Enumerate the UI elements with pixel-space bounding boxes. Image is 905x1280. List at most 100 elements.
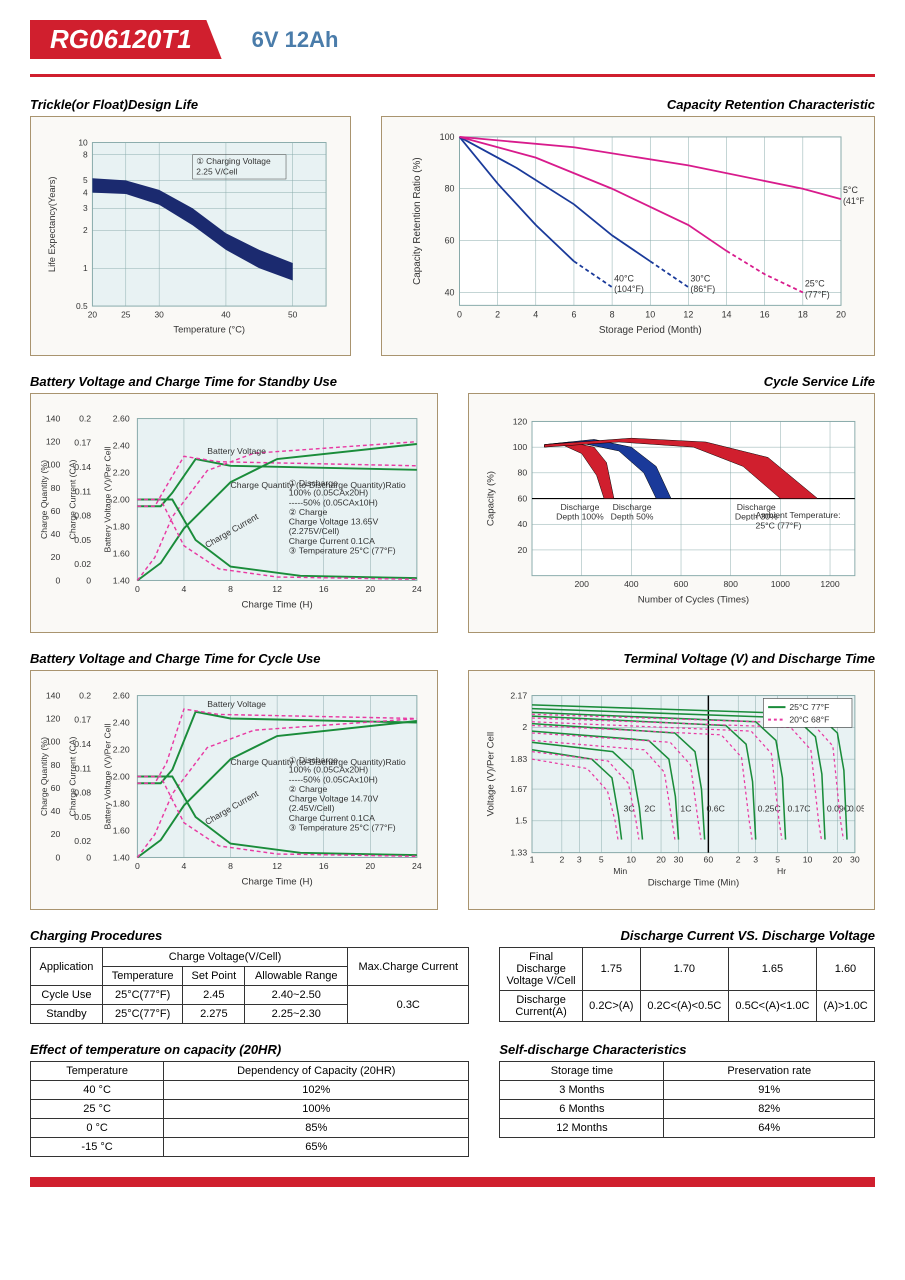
svg-text:③ Temperature 25°C (77°F): ③ Temperature 25°C (77°F) (289, 545, 396, 555)
svg-text:1.33: 1.33 (510, 848, 527, 858)
svg-text:Number of Cycles (Times): Number of Cycles (Times) (637, 595, 748, 606)
svg-text:30: 30 (673, 854, 683, 864)
svg-text:(104°F): (104°F) (614, 284, 644, 294)
svg-text:5°C: 5°C (843, 185, 859, 195)
svg-text:2: 2 (559, 854, 564, 864)
svg-text:1.40: 1.40 (113, 852, 130, 862)
svg-text:800: 800 (723, 579, 738, 589)
chart-title-cyclelife: Cycle Service Life (468, 374, 876, 389)
svg-text:200: 200 (574, 579, 589, 589)
svg-text:80: 80 (51, 483, 61, 493)
svg-text:2.00: 2.00 (113, 494, 130, 504)
svg-text:Charge Current 0.1CA: Charge Current 0.1CA (289, 536, 375, 546)
svg-text:0.17: 0.17 (74, 715, 91, 725)
svg-text:600: 600 (673, 579, 688, 589)
svg-text:140: 140 (46, 690, 61, 700)
svg-text:20°C 68°F: 20°C 68°F (789, 715, 829, 725)
svg-text:30: 30 (154, 309, 164, 319)
svg-text:Min: Min (613, 866, 627, 876)
svg-text:2.20: 2.20 (113, 744, 130, 754)
model-number: RG06120T1 (30, 20, 222, 59)
svg-text:0: 0 (135, 584, 140, 594)
svg-text:Charge Time (H): Charge Time (H) (242, 599, 313, 610)
svg-text:0.02: 0.02 (74, 836, 91, 846)
svg-text:3: 3 (576, 854, 581, 864)
svg-text:0: 0 (457, 309, 462, 319)
svg-text:10: 10 (78, 137, 88, 147)
svg-text:Hr: Hr (777, 866, 786, 876)
svg-text:1.80: 1.80 (113, 521, 130, 531)
svg-text:0: 0 (86, 575, 91, 585)
svg-text:Battery Voltage: Battery Voltage (207, 699, 266, 709)
svg-text:Charge Voltage 14.70V: Charge Voltage 14.70V (289, 794, 379, 804)
svg-text:8: 8 (83, 150, 88, 160)
svg-text:60: 60 (445, 236, 455, 246)
svg-text:20: 20 (365, 861, 375, 871)
svg-text:40: 40 (517, 519, 527, 529)
svg-text:4: 4 (182, 861, 187, 871)
chart-title-standby: Battery Voltage and Charge Time for Stan… (30, 374, 438, 389)
svg-text:① Charging Voltage: ① Charging Voltage (196, 156, 271, 166)
svg-text:0.6C: 0.6C (706, 804, 724, 814)
svg-text:4: 4 (533, 309, 538, 319)
svg-text:Capacity (%): Capacity (%) (485, 471, 496, 526)
svg-text:25°C (77°F): 25°C (77°F) (755, 520, 801, 530)
svg-text:40°C: 40°C (614, 273, 634, 283)
svg-text:30: 30 (850, 854, 860, 864)
svg-text:(2.275V/Cell): (2.275V/Cell) (289, 526, 340, 536)
svg-text:① Discharge: ① Discharge (289, 755, 338, 765)
svg-text:12: 12 (684, 309, 694, 319)
svg-text:2: 2 (83, 225, 88, 235)
chart-title-retention: Capacity Retention Characteristic (381, 97, 875, 112)
svg-text:Charge Current (CA): Charge Current (CA) (68, 459, 78, 539)
table-title-self: Self-discharge Characteristics (499, 1042, 875, 1057)
svg-text:40: 40 (221, 309, 231, 319)
svg-text:8: 8 (228, 861, 233, 871)
svg-text:80: 80 (517, 468, 527, 478)
svg-text:2.60: 2.60 (113, 690, 130, 700)
svg-text:(86°F): (86°F) (690, 284, 715, 294)
svg-text:Voltage (V)/Per Cell: Voltage (V)/Per Cell (485, 732, 496, 817)
svg-text:Life Expectancy(Years): Life Expectancy(Years) (47, 177, 57, 273)
svg-text:0: 0 (55, 575, 60, 585)
table-title-discharge: Discharge Current VS. Discharge Voltage (499, 928, 875, 943)
chart-cyclelife: 2004006008001000120020406080100120Number… (468, 393, 876, 633)
svg-text:Charge Voltage 13.65V: Charge Voltage 13.65V (289, 517, 379, 527)
svg-text:1.80: 1.80 (113, 798, 130, 808)
svg-text:0.17: 0.17 (74, 438, 91, 448)
svg-text:5: 5 (598, 854, 603, 864)
svg-text:Ambient Temperature:: Ambient Temperature: (755, 510, 840, 520)
svg-text:10: 10 (802, 854, 812, 864)
svg-text:40: 40 (445, 287, 455, 297)
table-title-temp: Effect of temperature on capacity (20HR) (30, 1042, 469, 1057)
header: RG06120T1 6V 12Ah (30, 20, 875, 59)
table-charging: ApplicationCharge Voltage(V/Cell)Max.Cha… (30, 947, 469, 1024)
svg-text:12: 12 (272, 861, 282, 871)
svg-text:100: 100 (440, 132, 455, 142)
svg-text:3: 3 (753, 854, 758, 864)
svg-text:25°C: 25°C (805, 278, 825, 288)
svg-text:Battery Voltage (V)/Per Cell: Battery Voltage (V)/Per Cell (102, 724, 112, 830)
svg-text:(41°F): (41°F) (843, 196, 864, 206)
svg-text:120: 120 (46, 714, 61, 724)
svg-text:100% (0.05CAx20H): 100% (0.05CAx20H) (289, 488, 369, 498)
svg-text:100: 100 (512, 442, 527, 452)
svg-text:Storage Period (Month): Storage Period (Month) (599, 325, 702, 336)
svg-text:0.02: 0.02 (74, 559, 91, 569)
svg-text:50: 50 (288, 309, 298, 319)
svg-text:2.60: 2.60 (113, 413, 130, 423)
svg-text:② Charge: ② Charge (289, 507, 328, 517)
svg-text:1200: 1200 (820, 579, 839, 589)
svg-text:20: 20 (365, 584, 375, 594)
svg-text:Discharge Time (Min): Discharge Time (Min) (647, 877, 738, 888)
svg-text:400: 400 (624, 579, 639, 589)
svg-text:2.40: 2.40 (113, 440, 130, 450)
svg-text:① Discharge: ① Discharge (289, 478, 338, 488)
svg-text:8: 8 (228, 584, 233, 594)
svg-text:(77°F): (77°F) (805, 289, 830, 299)
chart-standby: 0481216202402040608010012014000.020.050.… (30, 393, 438, 633)
chart-title-terminal: Terminal Voltage (V) and Discharge Time (468, 651, 876, 666)
chart-title-trickle: Trickle(or Float)Design Life (30, 97, 351, 112)
svg-text:Charge Current 0.1CA: Charge Current 0.1CA (289, 813, 375, 823)
svg-text:-----50% (0.05CAx10H): -----50% (0.05CAx10H) (289, 497, 378, 507)
